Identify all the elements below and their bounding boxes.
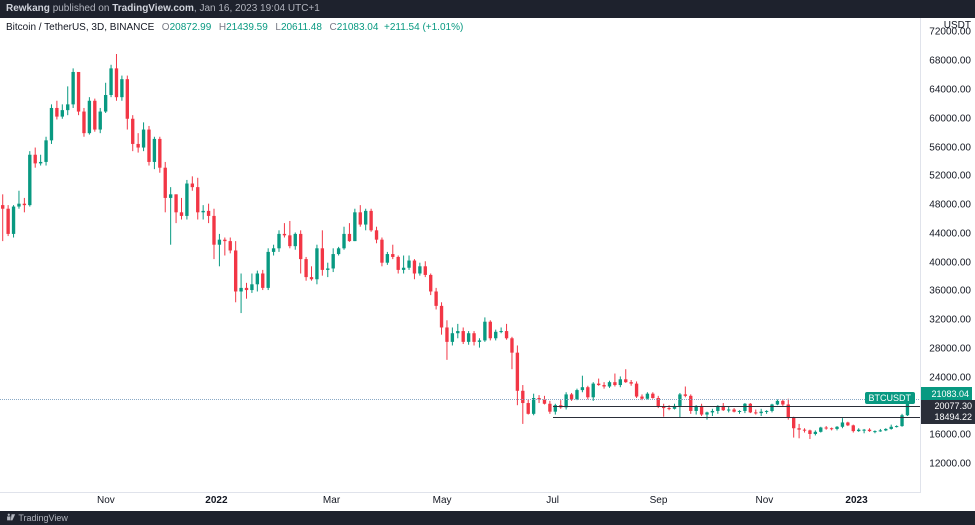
price-tick: 48000.00 (929, 200, 971, 211)
price-tick: 36000.00 (929, 286, 971, 297)
price-tick: 12000.00 (929, 459, 971, 470)
price-axis-badge: 18494.22 (921, 411, 975, 424)
price-tick: 32000.00 (929, 315, 971, 326)
publish-header: Rewkang published on TradingView.com, Ja… (0, 0, 975, 18)
price-tick: 64000.00 (929, 84, 971, 95)
price-tick: 24000.00 (929, 372, 971, 383)
time-tick: Jul (546, 495, 559, 506)
price-tick: 52000.00 (929, 171, 971, 182)
time-tick: Nov (97, 495, 115, 506)
price-tick: 56000.00 (929, 142, 971, 153)
time-tick: May (433, 495, 452, 506)
time-tick: Nov (756, 495, 774, 506)
time-tick: Mar (323, 495, 340, 506)
publish-timestamp: Jan 16, 2023 19:04 UTC+1 (199, 3, 319, 14)
footer-brand: TradingView (18, 513, 68, 523)
time-axis[interactable]: Nov 2022 Mar May Jul Sep Nov 2023 (0, 492, 921, 511)
price-tick: 60000.00 (929, 113, 971, 124)
published-on-label: published on (53, 3, 113, 14)
tradingview-logo-icon (6, 512, 16, 522)
time-tick: Sep (650, 495, 668, 506)
price-tick: 72000.00 (929, 27, 971, 38)
price-tick: 44000.00 (929, 228, 971, 239)
price-tick: 16000.00 (929, 430, 971, 441)
publisher-site: TradingView.com (112, 3, 194, 14)
time-tick: 2022 (205, 495, 227, 506)
candlestick-series (0, 18, 921, 493)
footer-bar: TradingView (0, 511, 975, 525)
price-axis[interactable]: USDT 72000.0068000.0064000.0060000.00560… (920, 18, 975, 493)
price-tick: 40000.00 (929, 257, 971, 268)
price-tick: 68000.00 (929, 56, 971, 67)
chart-pane[interactable]: BTCUSDT (0, 18, 921, 493)
publisher-name: Rewkang (6, 3, 50, 14)
time-tick: 2023 (845, 495, 867, 506)
price-tick: 28000.00 (929, 344, 971, 355)
